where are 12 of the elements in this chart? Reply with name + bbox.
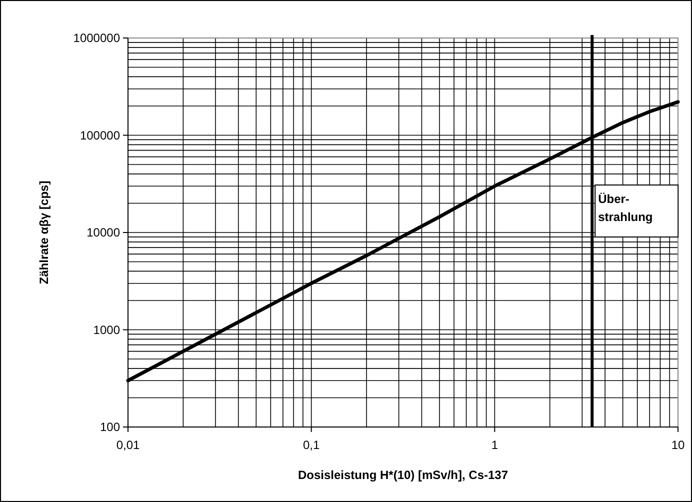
- y-tick-label: 100000: [80, 128, 120, 142]
- y-axis-title: Zählrate αβγ [cps]: [37, 180, 51, 284]
- y-tick-label: 10000: [86, 226, 120, 240]
- x-tick-label: 0,01: [116, 438, 140, 452]
- ref-line-label: Über- strahlung: [598, 192, 653, 224]
- x-tick-label: 0,1: [302, 438, 320, 452]
- y-tick-label: 100: [100, 420, 120, 434]
- x-tick-label: 1: [491, 438, 498, 452]
- x-axis-title: Dosisleistung H*(10) [mSv/h], Cs-137: [298, 468, 508, 482]
- x-tick-label: 10: [671, 438, 685, 452]
- y-tick-label: 1000: [93, 322, 120, 337]
- y-tick-label: 1000000: [73, 31, 120, 45]
